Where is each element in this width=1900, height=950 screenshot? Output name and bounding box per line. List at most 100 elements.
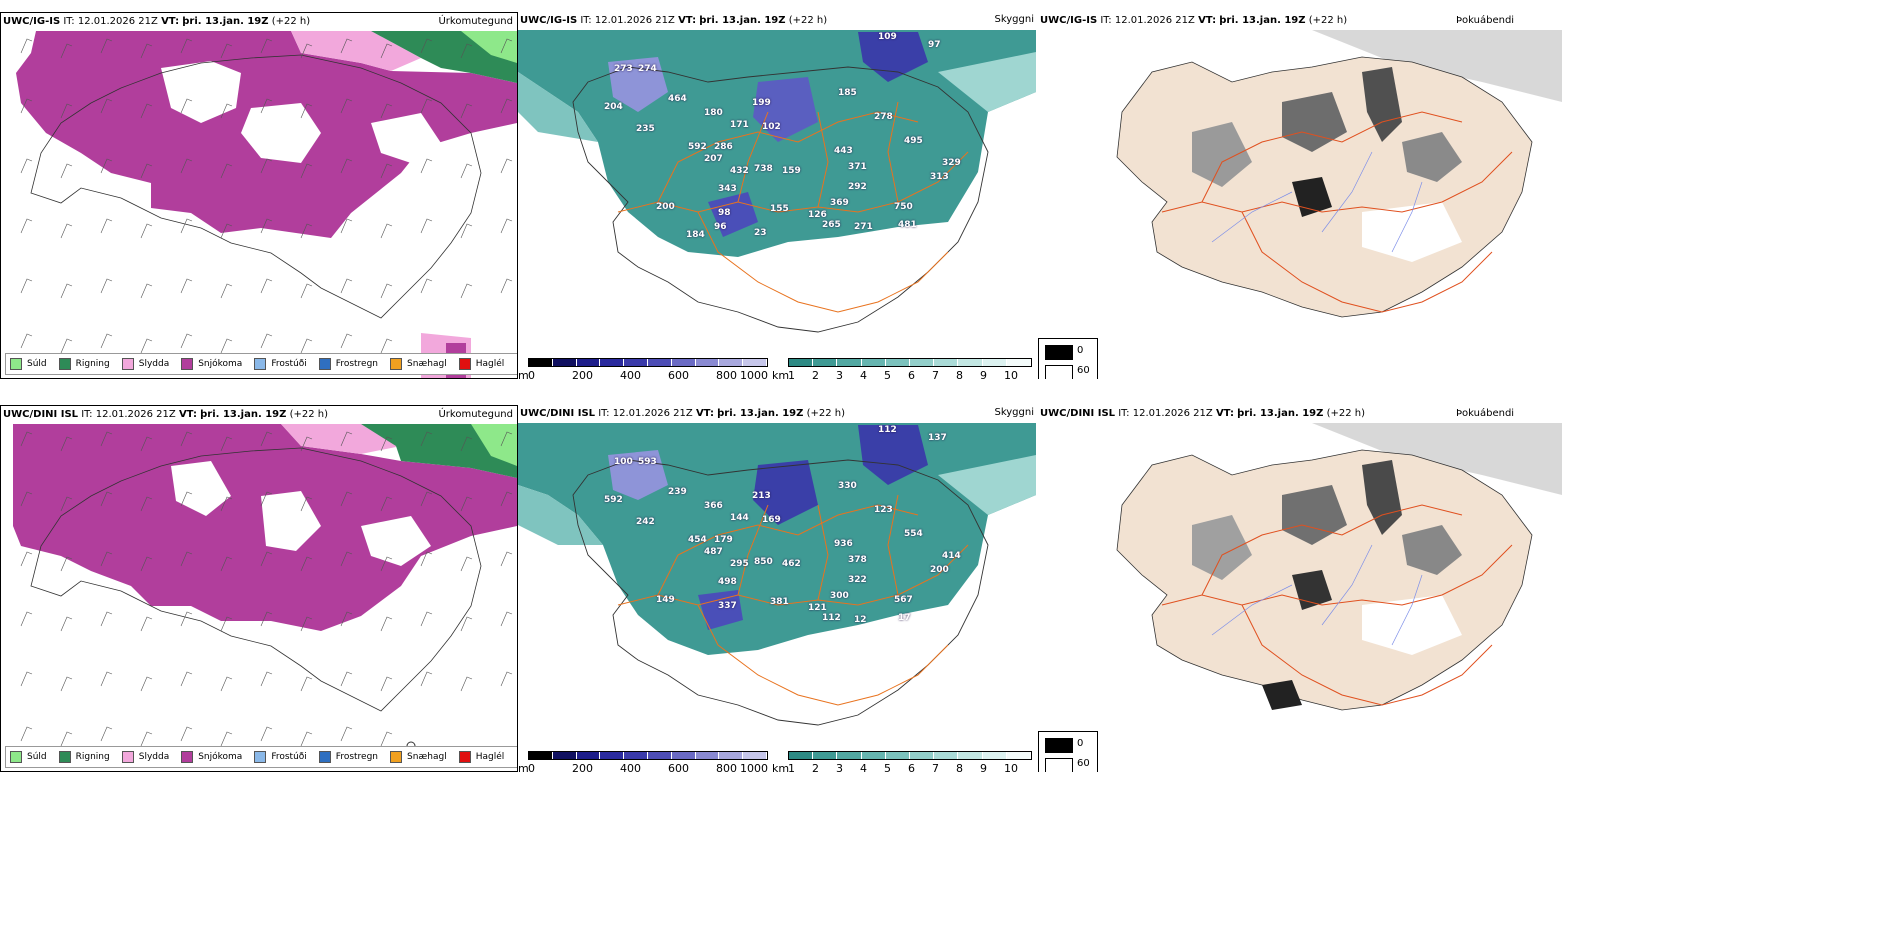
visibility-value-label: 144 [730, 513, 749, 523]
visibility-value-label: 414 [942, 551, 961, 561]
vt-label: VT: [1198, 15, 1217, 26]
colorbar-tick: 2 [812, 369, 819, 379]
visibility-value-label: 200 [656, 202, 675, 212]
it-value: 12.01.2026 21Z [594, 15, 675, 26]
visibility-value-label: 180 [704, 108, 723, 118]
lead-time: (+22 h) [271, 16, 311, 27]
visibility-value-label: 242 [636, 517, 655, 527]
legend-swatch [458, 751, 471, 763]
lead-time: (+22 h) [788, 15, 828, 26]
visibility-map-1 [518, 12, 1036, 352]
colorbar-tick: 0 [528, 369, 535, 379]
legend-item: Haglél [458, 751, 505, 763]
colorbar-unit: m [518, 762, 529, 772]
legend-item: Súld [10, 751, 47, 763]
precip-legend: Súld Rigning Slydda Snjókoma Frostúði Fr… [5, 746, 517, 768]
it-label: IT: [1118, 408, 1130, 419]
panel-label: Þokuábendi [1456, 15, 1515, 26]
legend-swatch [58, 358, 71, 370]
panel-title: UWC/IG-IS IT: 12.01.2026 21Z VT: þri. 13… [3, 16, 311, 27]
visibility-value-label: 97 [928, 40, 941, 50]
colorbar-tick: 9 [980, 762, 987, 772]
visibility-value-label: 207 [704, 154, 723, 164]
vt-label: VT: [695, 408, 714, 419]
fog-map-1 [1116, 30, 1562, 318]
rivers [1211, 544, 1423, 646]
panel-label: Úrkomutegund [438, 16, 513, 27]
legend-label: Snæhagl [407, 752, 447, 762]
legend-swatch [318, 751, 331, 763]
roads [617, 494, 969, 706]
legend-swatch [10, 358, 22, 370]
visibility-value-label: 495 [904, 136, 923, 146]
it-value: 12.01.2026 21Z [95, 409, 176, 420]
vt-value: þri. 13.jan. 19Z [182, 16, 269, 27]
visibility-value-label: 123 [874, 505, 893, 515]
colorbar-tick: 10 [1004, 762, 1018, 772]
vt-value: þri. 13.jan. 19Z [1219, 15, 1306, 26]
colorbar-tick: 7 [932, 762, 939, 772]
visibility-value-label: 199 [752, 98, 771, 108]
colorbar-tick: 600 [668, 369, 689, 379]
it-label: IT: [81, 409, 93, 420]
visibility-value-label: 378 [848, 555, 867, 565]
ceiling-colorbar: m 0 200 400 600 800 1000 [518, 751, 768, 772]
legend-label: Súld [27, 359, 47, 369]
it-value: 12.01.2026 21Z [1132, 408, 1213, 419]
vt-value: þri. 13.jan. 19Z [1237, 408, 1324, 419]
legend-item: Slydda [121, 751, 170, 763]
visibility-value-label: 200 [930, 565, 949, 575]
visibility-value-label: 271 [854, 222, 873, 232]
visibility-value-label: 98 [718, 208, 731, 218]
legend-label: Haglél [475, 752, 505, 762]
wind-barbs [20, 38, 513, 354]
visibility-value-label: 462 [782, 559, 801, 569]
visibility-value-label: 554 [904, 529, 923, 539]
legend-label: Rigning [75, 752, 110, 762]
colorbar-tick: 1 [788, 762, 795, 772]
legend-item: Snjókoma [181, 358, 242, 370]
legend-swatch [121, 358, 134, 370]
visibility-value-label: 112 [822, 613, 841, 623]
fog-index-panel-2: 0 60 UWC/DINI ISL IT: 12.01.2026 21Z VT:… [1038, 405, 1900, 772]
colorbar-tick: 5 [884, 369, 891, 379]
visibility-value-label: 265 [822, 220, 841, 230]
legend-label: Frostúði [271, 752, 307, 762]
colorbar-tick: 7 [932, 369, 939, 379]
model-name: UWC/DINI ISL [520, 408, 596, 419]
visibility-panel-1: UWC/IG-IS IT: 12.01.2026 21Z VT: þri. 13… [518, 12, 1036, 379]
panel-title: UWC/IG-IS IT: 12.01.2026 21Z VT: þri. 13… [520, 15, 827, 26]
coastline [572, 459, 989, 726]
roads [617, 101, 969, 313]
vt-label: VT: [678, 15, 697, 26]
visibility-value-label: 159 [782, 166, 801, 176]
fog-key: 0 60 [1038, 338, 1098, 379]
legend-label: Slydda [138, 752, 170, 762]
visibility-value-label: 738 [754, 164, 773, 174]
legend-label: Snjókoma [198, 359, 243, 369]
colorbar-tick: 8 [956, 762, 963, 772]
panel-title: UWC/DINI ISL IT: 12.01.2026 21Z VT: þri.… [1040, 408, 1365, 419]
panel-title: UWC/DINI ISL IT: 12.01.2026 21Z VT: þri.… [3, 409, 329, 420]
visibility-value-label: 592 [688, 142, 707, 152]
legend-item: Frostúði [254, 751, 307, 763]
panel-title: UWC/DINI ISL IT: 12.01.2026 21Z VT: þri.… [520, 408, 845, 419]
colorbar-tick: 3 [836, 369, 843, 379]
colorbar-tick: 1 [788, 369, 795, 379]
legend-item: Frostúði [254, 358, 307, 370]
colorbar-tick: 2 [812, 762, 819, 772]
legend-swatch [181, 358, 194, 370]
visibility-value-label: 274 [638, 64, 657, 74]
visibility-value-label: 149 [656, 595, 675, 605]
colorbar-tick: 0 [528, 762, 535, 772]
visibility-value-label: 121 [808, 603, 827, 613]
colorbar-km [788, 751, 1032, 760]
legend-swatch [58, 751, 71, 763]
roads [1161, 504, 1513, 706]
legend-swatch [181, 751, 194, 763]
legend-label: Frostregn [335, 752, 379, 762]
visibility-value-label: 213 [752, 491, 771, 501]
legend-label: Frostregn [335, 359, 379, 369]
fog-key: 0 60 [1038, 731, 1098, 772]
legend-label: Snæhagl [407, 359, 447, 369]
